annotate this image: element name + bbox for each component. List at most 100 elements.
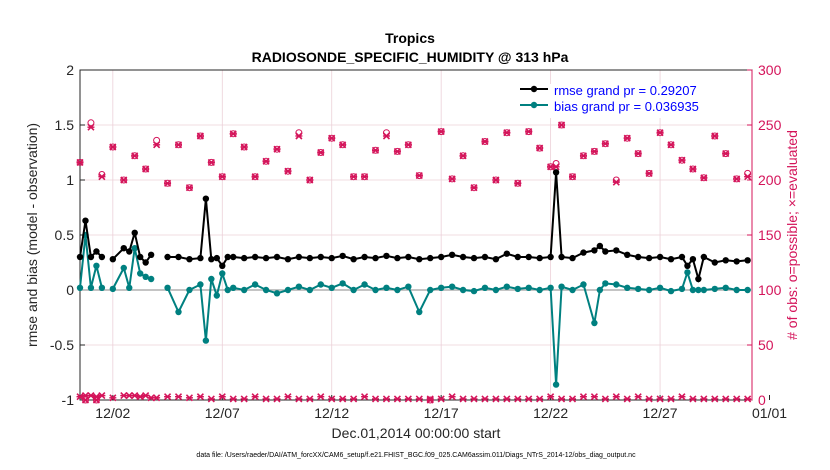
x-tick-label: 12/17 [424, 405, 459, 421]
bias-point [197, 281, 204, 288]
obs-evaluated-point [229, 130, 237, 138]
bias-point [744, 286, 751, 294]
obs-evaluated-point [76, 393, 84, 401]
obs-evaluated-point [437, 128, 445, 136]
rmse-point [744, 257, 751, 264]
bias-point [580, 281, 587, 288]
bias-point [208, 275, 215, 283]
rmse-point [656, 253, 664, 261]
obs-evaluated-point [733, 175, 741, 183]
bias-point [503, 283, 511, 290]
obs-evaluated-point [645, 395, 653, 403]
bias-point [547, 284, 554, 291]
bias-point [481, 284, 489, 291]
rmse-point [684, 262, 691, 269]
bias-point [437, 284, 445, 291]
obs-evaluated-point [448, 393, 456, 401]
bias-point [492, 286, 500, 294]
obs-evaluated-point [207, 395, 215, 403]
rmse-point [306, 254, 314, 262]
x-tick-label: 12/02 [95, 405, 130, 421]
rmse-point [536, 254, 543, 262]
bias-point [678, 285, 686, 293]
obs-evaluated-point [360, 173, 369, 181]
bias-point [711, 285, 718, 293]
y-tick-label: -0.5 [50, 337, 74, 353]
bias-point [328, 284, 335, 291]
obs-evaluated-point [711, 132, 719, 140]
x-tick-label: 01/01 [752, 405, 787, 421]
obs-evaluated-point [722, 395, 730, 403]
obs-evaluated-point [514, 395, 522, 403]
obs-evaluated-point [153, 394, 161, 402]
bias-point [394, 286, 401, 294]
obs-evaluated-point [552, 163, 560, 171]
obs-evaluated-point [711, 395, 719, 403]
obs-evaluated-point [317, 393, 325, 401]
obs-evaluated-point [656, 129, 664, 137]
obs-evaluated-point [547, 393, 555, 401]
bias-point [372, 286, 379, 294]
obs-evaluated-point [109, 143, 117, 151]
obs-evaluated-point [481, 137, 489, 146]
rmse-point [700, 253, 708, 261]
chart-subtitle: RADIOSONDE_SPECIFIC_HUMIDITY @ 313 hPa [252, 49, 569, 65]
obs-evaluated-point [667, 395, 675, 403]
obs-evaluated-point [262, 157, 270, 165]
rmse-point [722, 257, 729, 264]
obs-evaluated-point [350, 395, 358, 403]
y2-tick-label: 100 [758, 282, 782, 298]
rmse-point [273, 253, 281, 261]
obs-evaluated-point [514, 179, 522, 187]
obs-evaluated-point [350, 173, 358, 181]
bias-point [514, 285, 521, 293]
obs-evaluated-point [459, 152, 467, 160]
obs-evaluated-point [744, 173, 752, 181]
obs-evaluated-point [142, 165, 150, 173]
bias-point [251, 281, 259, 288]
obs-evaluated-point [174, 141, 183, 149]
y2-tick-label: 300 [758, 62, 782, 78]
y2-tick-label: 250 [758, 117, 782, 133]
rmse-point [383, 252, 390, 260]
bias-point [219, 270, 226, 277]
bias-point [602, 280, 609, 287]
rmse-point [350, 256, 357, 263]
legend-bias-marker [530, 101, 538, 109]
bias-point [93, 262, 100, 269]
bias-point [284, 286, 292, 294]
rmse-point [126, 248, 133, 255]
rmse-point [295, 253, 303, 261]
rmse-point [470, 254, 478, 262]
obs-evaluated-point [503, 129, 511, 137]
bias-point [136, 270, 144, 277]
rmse-point [492, 256, 500, 263]
obs-evaluated-point [185, 184, 194, 192]
rmse-point [711, 259, 718, 266]
chart-title: Tropics [385, 30, 435, 46]
obs-evaluated-point [120, 176, 128, 184]
obs-evaluated-point [634, 150, 642, 158]
bias-point [552, 381, 560, 388]
obs-evaluated-point [240, 395, 248, 403]
rmse-point [427, 254, 434, 262]
obs-evaluated-point [557, 395, 566, 403]
legend-bias-label: bias grand pr = 0.036935 [554, 99, 699, 114]
footnote: data file: /Users/raeder/DAI/ATM_forcXX/… [196, 452, 636, 459]
obs-evaluated-point [240, 143, 248, 151]
rmse-point [197, 254, 204, 262]
bias-point [230, 284, 237, 291]
obs-evaluated-point [557, 121, 566, 129]
obs-evaluated-point [503, 395, 511, 403]
obs-evaluated-point [448, 175, 456, 183]
bias-point [536, 286, 543, 294]
obs-evaluated-point [317, 148, 325, 157]
obs-evaluated-point [371, 395, 380, 403]
rmse-point [93, 248, 100, 255]
obs-evaluated-point [415, 172, 423, 180]
legend-rmse-label: rmse grand pr = 0.29207 [554, 83, 697, 98]
bias-point [262, 286, 270, 294]
obs-evaluated-point [328, 134, 336, 142]
bias-point [700, 286, 708, 294]
bias-point [591, 319, 598, 327]
